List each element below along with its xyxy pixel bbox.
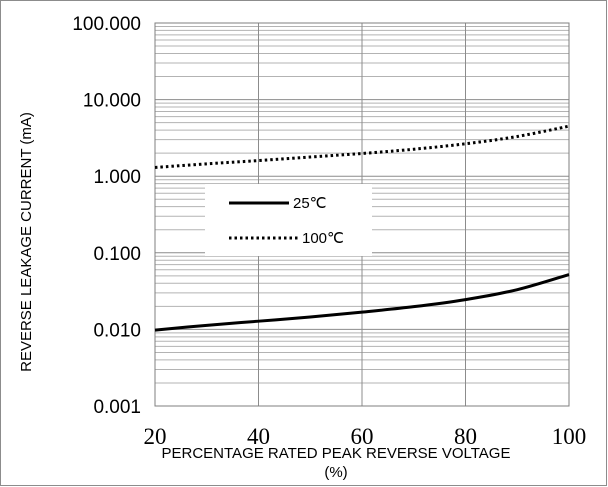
y-tick-label: 0.001 [93, 397, 141, 418]
legend-label-100c: 100℃ [302, 230, 344, 247]
x-tick-label: 40 [247, 424, 270, 449]
x-axis-label-unit: (%) [324, 464, 347, 481]
x-tick-label: 60 [351, 424, 374, 449]
y-tick-label: 0.100 [93, 244, 141, 265]
y-tick-label: 10.000 [83, 91, 141, 112]
x-axis-label: PERCENTAGE RATED PEAK REVERSE VOLTAGE [162, 445, 511, 462]
y-tick-label: 100.000 [72, 14, 141, 35]
y-tick-label: 1.000 [93, 167, 141, 188]
series-line-100c [154, 124, 570, 169]
x-tick-label: 20 [144, 424, 167, 449]
plot-area [154, 22, 570, 407]
x-tick-label: 80 [454, 424, 477, 449]
legend-label-25c: 25℃ [293, 195, 327, 212]
x-tick-label: 100 [552, 424, 587, 449]
series-layer [154, 124, 570, 332]
series-line-25c [154, 273, 570, 332]
legend-box [205, 184, 372, 256]
y-tick-label: 0.010 [93, 320, 141, 341]
y-axis-label: REVERSE LEAKAGE CURRENT (mA) [18, 112, 35, 372]
legend: 25℃ 100℃ [205, 184, 372, 256]
